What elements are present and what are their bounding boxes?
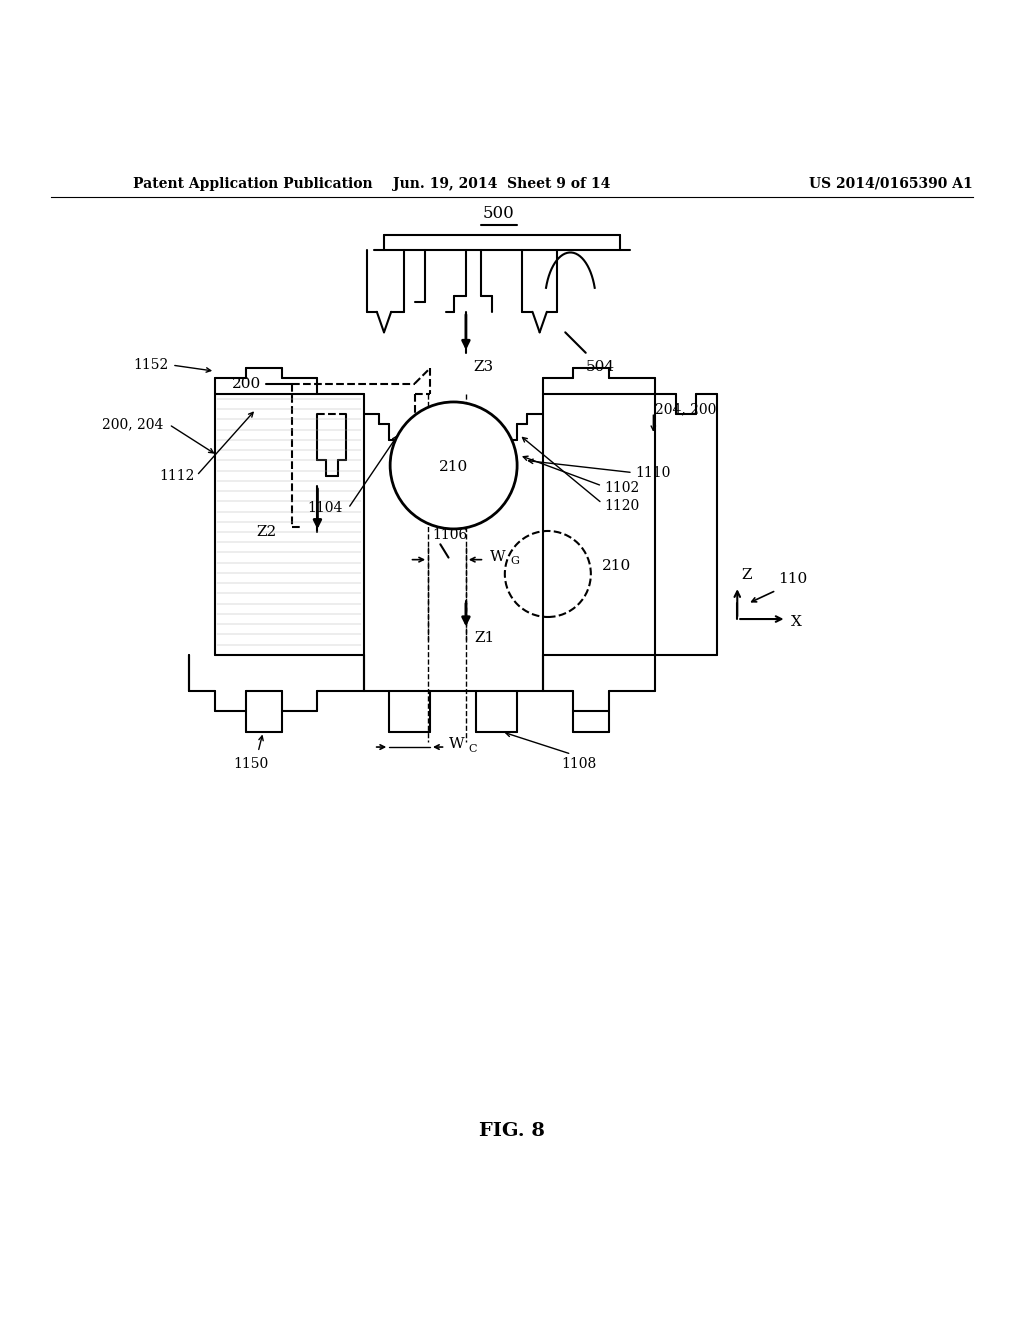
Text: 204, 200: 204, 200 [655, 403, 717, 416]
Text: FIG. 8: FIG. 8 [479, 1122, 545, 1140]
Text: 210: 210 [439, 461, 468, 474]
Text: Z2: Z2 [256, 525, 276, 539]
Text: C: C [468, 744, 476, 754]
Text: X: X [791, 615, 802, 630]
Text: 200, 204: 200, 204 [102, 417, 164, 432]
Circle shape [390, 403, 517, 529]
Text: Z3: Z3 [473, 360, 494, 374]
Text: Z1: Z1 [474, 631, 495, 645]
Text: W: W [489, 549, 505, 564]
Text: Patent Application Publication: Patent Application Publication [133, 177, 373, 191]
Text: Jun. 19, 2014  Sheet 9 of 14: Jun. 19, 2014 Sheet 9 of 14 [393, 177, 610, 191]
Text: 200: 200 [231, 376, 261, 391]
Text: 1152: 1152 [134, 358, 169, 372]
Text: 1112: 1112 [159, 469, 195, 483]
Text: 1104: 1104 [307, 502, 343, 515]
Text: 1150: 1150 [233, 758, 268, 771]
Text: W: W [449, 737, 464, 751]
Text: 1106: 1106 [432, 528, 467, 543]
Text: 110: 110 [778, 573, 808, 586]
Text: G: G [510, 556, 519, 566]
Text: Z: Z [741, 568, 752, 582]
Text: 210: 210 [602, 558, 632, 573]
Text: US 2014/0165390 A1: US 2014/0165390 A1 [809, 177, 973, 191]
Text: 1120: 1120 [604, 499, 639, 513]
Text: 504: 504 [586, 360, 614, 374]
Text: 500: 500 [482, 205, 515, 222]
Text: 1110: 1110 [635, 466, 671, 479]
Text: 1102: 1102 [604, 480, 639, 495]
Text: 1108: 1108 [561, 758, 596, 771]
